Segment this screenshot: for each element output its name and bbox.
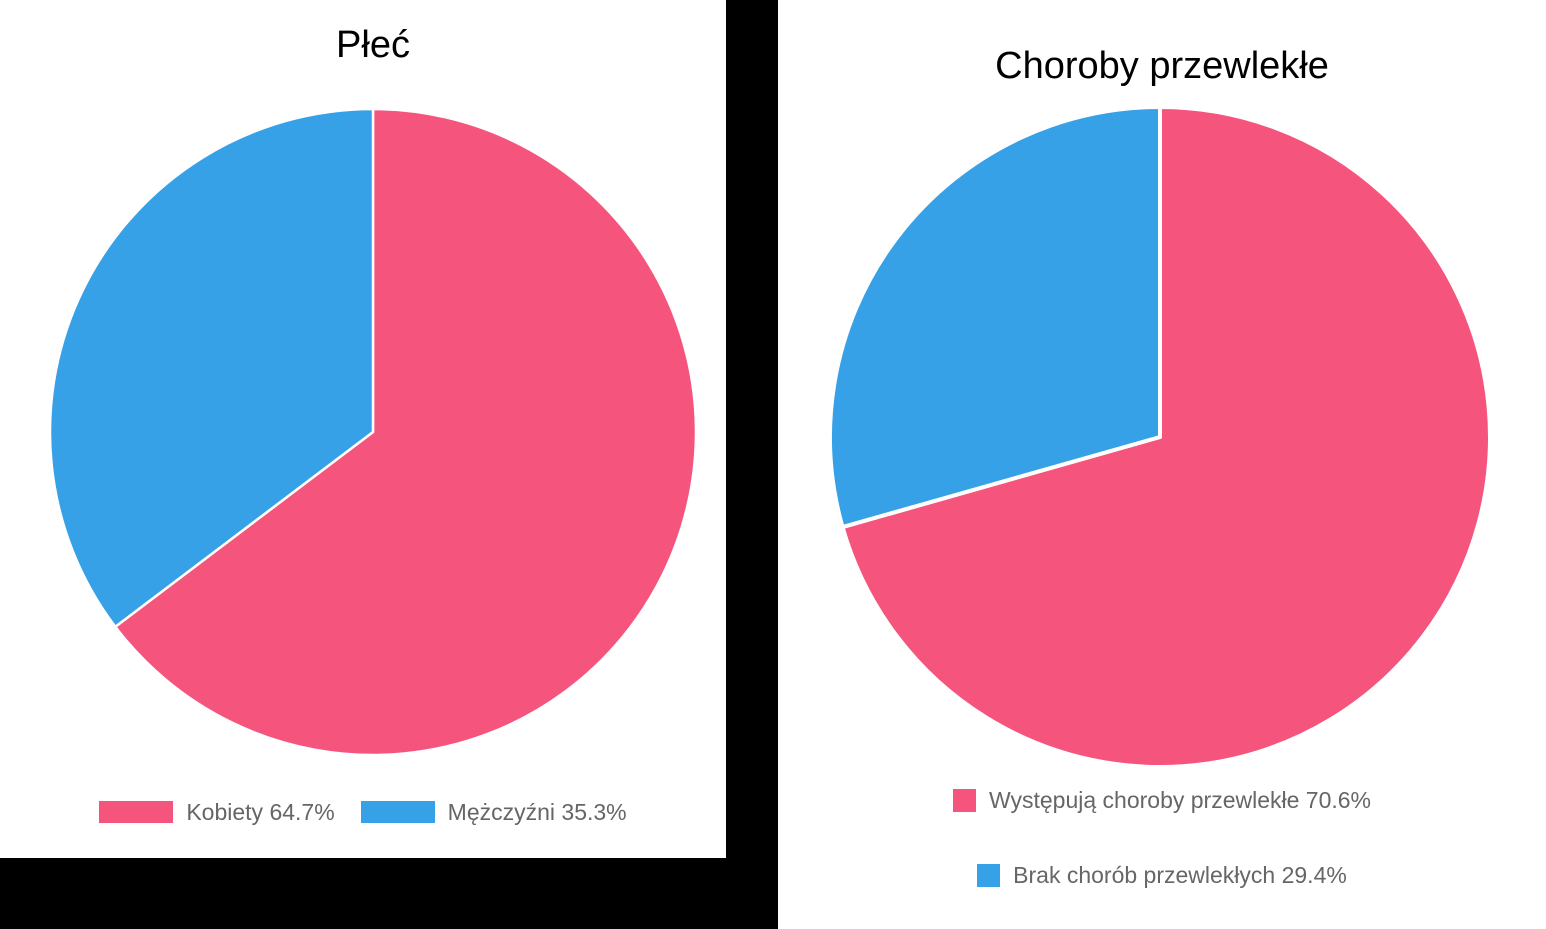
chronic-present-legend-label: Występują choroby przewlekłe 70.6% [988,786,1372,813]
mezczyzni-legend-label: Mężczyźni 35.3% [447,798,627,825]
chronic-diseases-chart-title: Choroby przewlekłe [995,45,1329,87]
kobiety-legend-label: Kobiety 64.7% [186,798,335,825]
kobiety-swatch-icon [99,801,174,823]
gender-legend-item-mezczyzni[interactable]: Mężczyźni 35.3% [360,798,627,826]
panel-divider [726,0,778,929]
chronic-legend-item-absent[interactable]: Brak chorób przewlekłych 29.4% [977,862,1347,889]
gender-pie-slice-mezczyzni[interactable] [48,107,375,628]
chronic-diseases-pie-chart[interactable] [820,97,1500,777]
gender-chart-title: Płeć [336,24,410,66]
bottom-black-strip [0,858,778,929]
gender-chart-panel: Płeć Kobiety 64.7% Mężczyźni 35.3% [0,0,726,858]
mezczyzni-swatch-icon [360,801,435,823]
chronic-legend-row-absent: Brak chorób przewlekłych 29.4% [778,853,1546,897]
chronic-absent-swatch-icon [977,863,1001,887]
chronic-pie-slice-brak-chorob-przewleklych[interactable] [828,105,1162,530]
gender-pie-chart[interactable] [43,102,703,762]
gender-legend-item-kobiety[interactable]: Kobiety 64.7% [99,798,335,826]
chronic-pie-slice-wystepuja-choroby-przewlekle[interactable] [840,105,1492,769]
chronic-legend-row-present: Występują choroby przewlekłe 70.6% [778,778,1546,822]
gender-legend: Kobiety 64.7% Mężczyźni 35.3% [0,789,726,835]
chronic-legend-item-present[interactable]: Występują choroby przewlekłe 70.6% [952,786,1372,814]
chronic-absent-legend-label: Brak chorób przewlekłych 29.4% [1013,861,1347,888]
chronic-present-swatch-icon [952,788,976,812]
gender-pie-slice-kobiety[interactable] [114,107,698,757]
chronic-diseases-chart-panel: Choroby przewlekłe Występują choroby prz… [778,0,1546,929]
